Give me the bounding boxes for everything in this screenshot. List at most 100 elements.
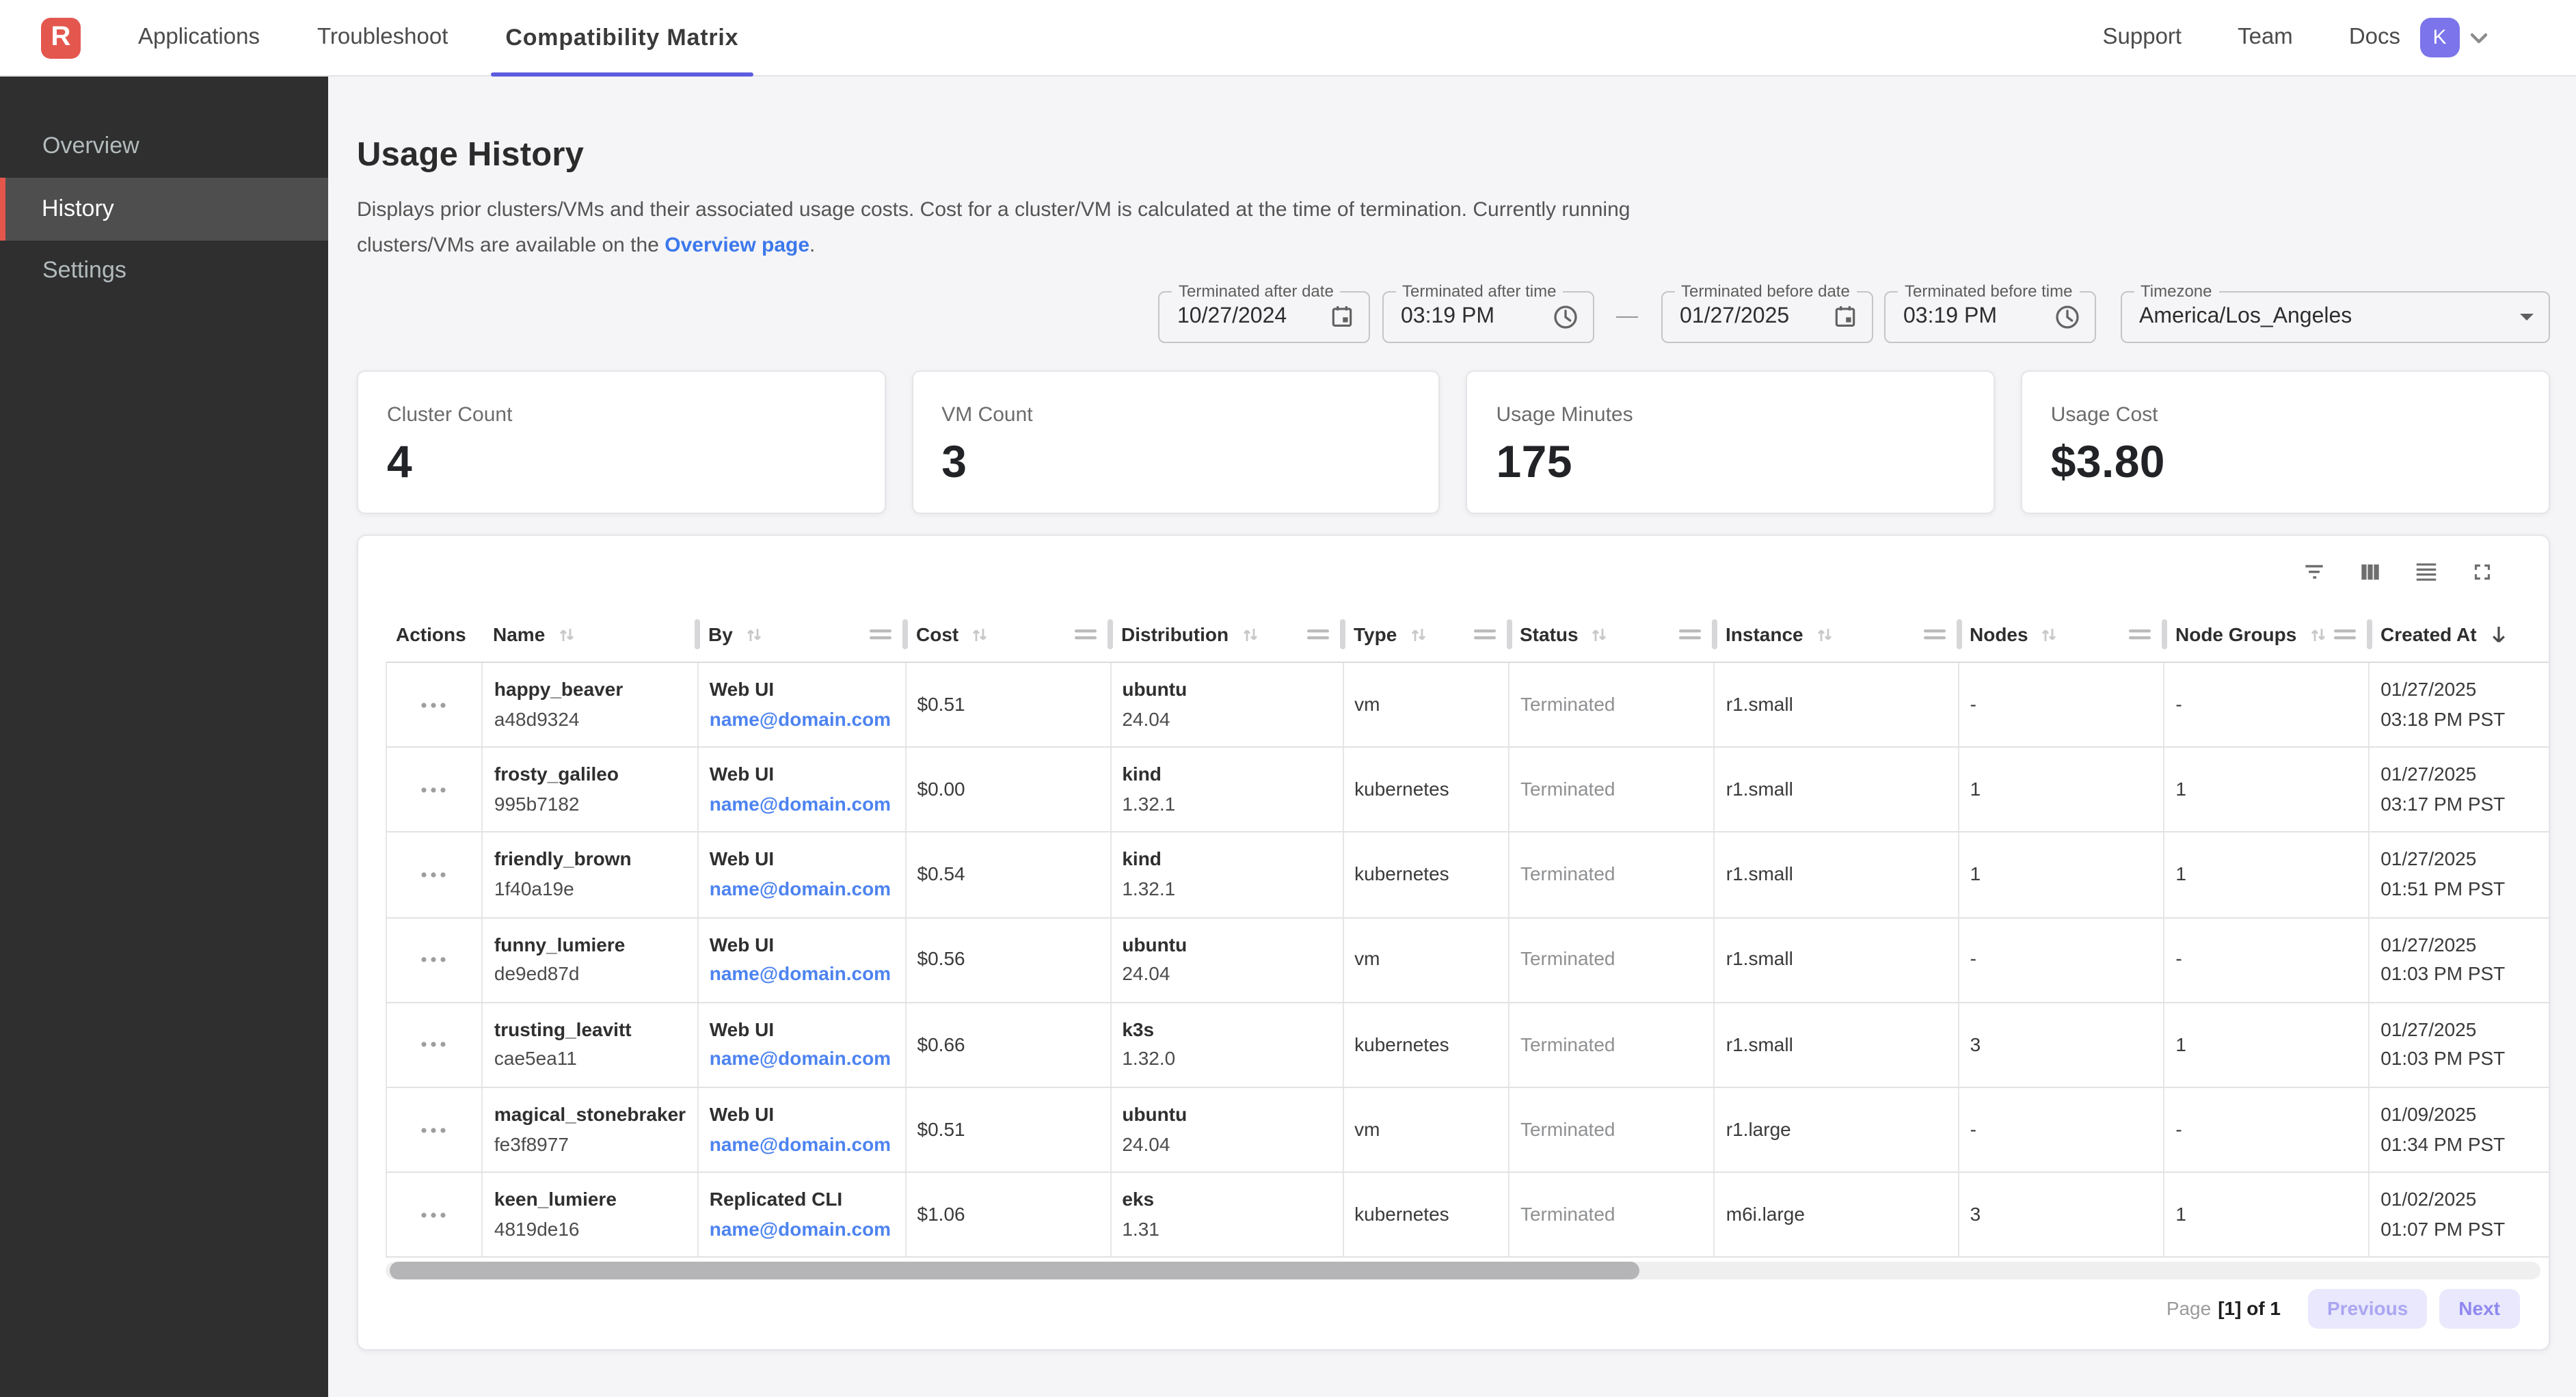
column-drag-handle[interactable] [2129, 628, 2151, 640]
cell-actions[interactable] [386, 1173, 483, 1257]
calendar-icon[interactable] [1329, 303, 1355, 329]
column-resize-handle[interactable] [1340, 619, 1345, 649]
cell-actions[interactable] [386, 918, 483, 1002]
row-actions-button[interactable] [419, 1041, 449, 1049]
timezone-value[interactable]: America/Los_Angeles [2139, 304, 2352, 327]
sort-icon[interactable] [745, 625, 763, 643]
column-resize-handle[interactable] [1956, 619, 1961, 649]
cell-actions[interactable] [386, 832, 483, 917]
column-header-by[interactable]: By [695, 607, 905, 662]
sidebar-item-history[interactable]: History [0, 178, 328, 240]
nav-item-compatibility-matrix[interactable]: Compatibility Matrix [490, 0, 755, 77]
column-header-cost[interactable]: Cost [902, 607, 1110, 662]
row-actions-button[interactable] [419, 1126, 449, 1134]
cell-actions[interactable] [386, 1087, 483, 1172]
dropdown-arrow-icon[interactable] [2518, 311, 2534, 322]
column-resize-handle[interactable] [902, 619, 908, 649]
nav-item-troubleshoot[interactable]: Troubleshoot [317, 25, 448, 49]
horizontal-scrollbar[interactable] [385, 1261, 2540, 1279]
row-actions-button[interactable] [419, 701, 449, 709]
terminated-after-time-field[interactable]: Terminated after time 03:19 PM [1382, 281, 1594, 342]
status-value: Terminated [1520, 947, 1615, 970]
sidebar-item-overview[interactable]: Overview [42, 133, 139, 159]
creator-email-link[interactable]: name@domain.com [709, 1217, 891, 1240]
creator-email-link[interactable]: name@domain.com [709, 1047, 891, 1070]
column-header-name[interactable]: Name [482, 607, 697, 662]
column-header-status[interactable]: Status [1506, 607, 1715, 662]
column-header-type[interactable]: Type [1340, 607, 1509, 662]
next-page-button[interactable]: Next [2439, 1288, 2519, 1328]
cell-actions[interactable] [386, 748, 483, 832]
nav-item-applications[interactable]: Applications [138, 25, 260, 49]
column-header-created_at[interactable]: Created At [2367, 607, 2548, 662]
sort-desc-icon[interactable] [2489, 624, 2510, 645]
timezone-select[interactable]: Timezone America/Los_Angeles [2120, 281, 2549, 342]
sidebar-item-settings[interactable]: Settings [42, 257, 126, 284]
cost-value: $0.54 [917, 863, 965, 885]
filter-icon[interactable] [2291, 548, 2337, 595]
terminated-before-date-field[interactable]: Terminated before date 01/27/2025 [1661, 281, 1873, 342]
cell-node_groups: 1 [2164, 748, 2370, 832]
sort-icon[interactable] [2309, 625, 2326, 643]
cell-actions[interactable] [386, 663, 483, 747]
column-drag-handle[interactable] [1923, 628, 1945, 640]
creator-email-link[interactable]: name@domain.com [709, 1132, 891, 1155]
sort-icon[interactable] [557, 625, 575, 643]
sort-icon[interactable] [971, 625, 989, 643]
column-resize-handle[interactable] [1506, 619, 1512, 649]
density-icon[interactable] [2403, 548, 2450, 595]
row-actions-button[interactable] [419, 871, 449, 879]
column-drag-handle[interactable] [1473, 628, 1495, 640]
column-resize-handle[interactable] [695, 619, 700, 649]
terminated-before-time-field[interactable]: Terminated before time 03:19 PM [1884, 281, 2096, 342]
column-drag-handle[interactable] [1679, 628, 1701, 640]
clock-icon[interactable] [1551, 303, 1579, 330]
terminated-after-time-value[interactable]: 03:19 PM [1401, 304, 1494, 327]
fullscreen-icon[interactable] [2459, 548, 2506, 595]
column-header-node_groups[interactable]: Node Groups [2162, 607, 2370, 662]
previous-page-button[interactable]: Previous [2308, 1288, 2428, 1328]
row-actions-button[interactable] [419, 955, 449, 964]
sort-icon[interactable] [1591, 625, 1609, 643]
row-actions-button[interactable] [419, 786, 449, 794]
column-drag-handle[interactable] [2334, 628, 2356, 640]
nav-link-team[interactable]: Team [2238, 25, 2293, 49]
column-resize-handle[interactable] [2367, 619, 2372, 649]
column-header-distribution[interactable]: Distribution [1108, 607, 1343, 662]
creator-email-link[interactable]: name@domain.com [709, 962, 891, 985]
scrollbar-thumb[interactable] [389, 1261, 1639, 1279]
columns-icon[interactable] [2347, 548, 2393, 595]
nav-link-docs[interactable]: Docs [2348, 25, 2400, 49]
column-drag-handle[interactable] [1307, 628, 1329, 640]
nav-link-support[interactable]: Support [2102, 25, 2182, 49]
creator-email-link[interactable]: name@domain.com [709, 792, 891, 815]
column-resize-handle[interactable] [2162, 619, 2167, 649]
clock-icon[interactable] [2054, 303, 2081, 330]
overview-page-link[interactable]: Overview page [665, 234, 810, 257]
sort-icon[interactable] [1816, 625, 1834, 643]
sort-icon[interactable] [2041, 625, 2058, 643]
cell-actions[interactable] [386, 1003, 483, 1087]
replicated-logo[interactable]: R [41, 17, 81, 58]
calendar-icon[interactable] [1832, 303, 1857, 329]
column-header-nodes[interactable]: Nodes [1956, 607, 2164, 662]
cluster-id: 995b7182 [494, 792, 580, 815]
terminated-after-date-field[interactable]: Terminated after date 10/27/2024 [1158, 281, 1370, 342]
chevron-down-icon[interactable] [2468, 27, 2490, 49]
cell-created_at: 01/27/2025 01:51 PM PST [2370, 833, 2548, 917]
row-actions-button[interactable] [419, 1210, 449, 1219]
sort-icon[interactable] [1409, 625, 1427, 643]
column-resize-handle[interactable] [1108, 619, 1113, 649]
terminated-before-date-value[interactable]: 01/27/2025 [1680, 304, 1790, 327]
cell-type: vm [1343, 1087, 1510, 1172]
column-header-instance[interactable]: Instance [1712, 607, 1959, 662]
column-drag-handle[interactable] [870, 628, 891, 640]
avatar[interactable]: K [2419, 17, 2460, 58]
sort-icon[interactable] [1241, 625, 1259, 643]
column-drag-handle[interactable] [1075, 628, 1097, 640]
column-resize-handle[interactable] [1712, 619, 1717, 649]
creator-email-link[interactable]: name@domain.com [709, 707, 891, 730]
terminated-before-time-value[interactable]: 03:19 PM [1903, 304, 1997, 327]
creator-email-link[interactable]: name@domain.com [709, 877, 891, 899]
terminated-after-date-value[interactable]: 10/27/2024 [1177, 304, 1287, 327]
